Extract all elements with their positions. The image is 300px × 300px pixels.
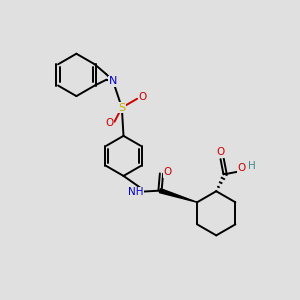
Text: N: N [109,76,117,86]
Text: O: O [105,118,113,128]
Text: H: H [248,161,256,171]
Text: O: O [217,147,225,158]
Text: S: S [118,103,125,112]
Text: O: O [238,163,246,173]
Text: O: O [164,167,172,177]
Text: O: O [138,92,147,102]
Polygon shape [159,189,197,202]
Text: NH: NH [128,187,144,197]
